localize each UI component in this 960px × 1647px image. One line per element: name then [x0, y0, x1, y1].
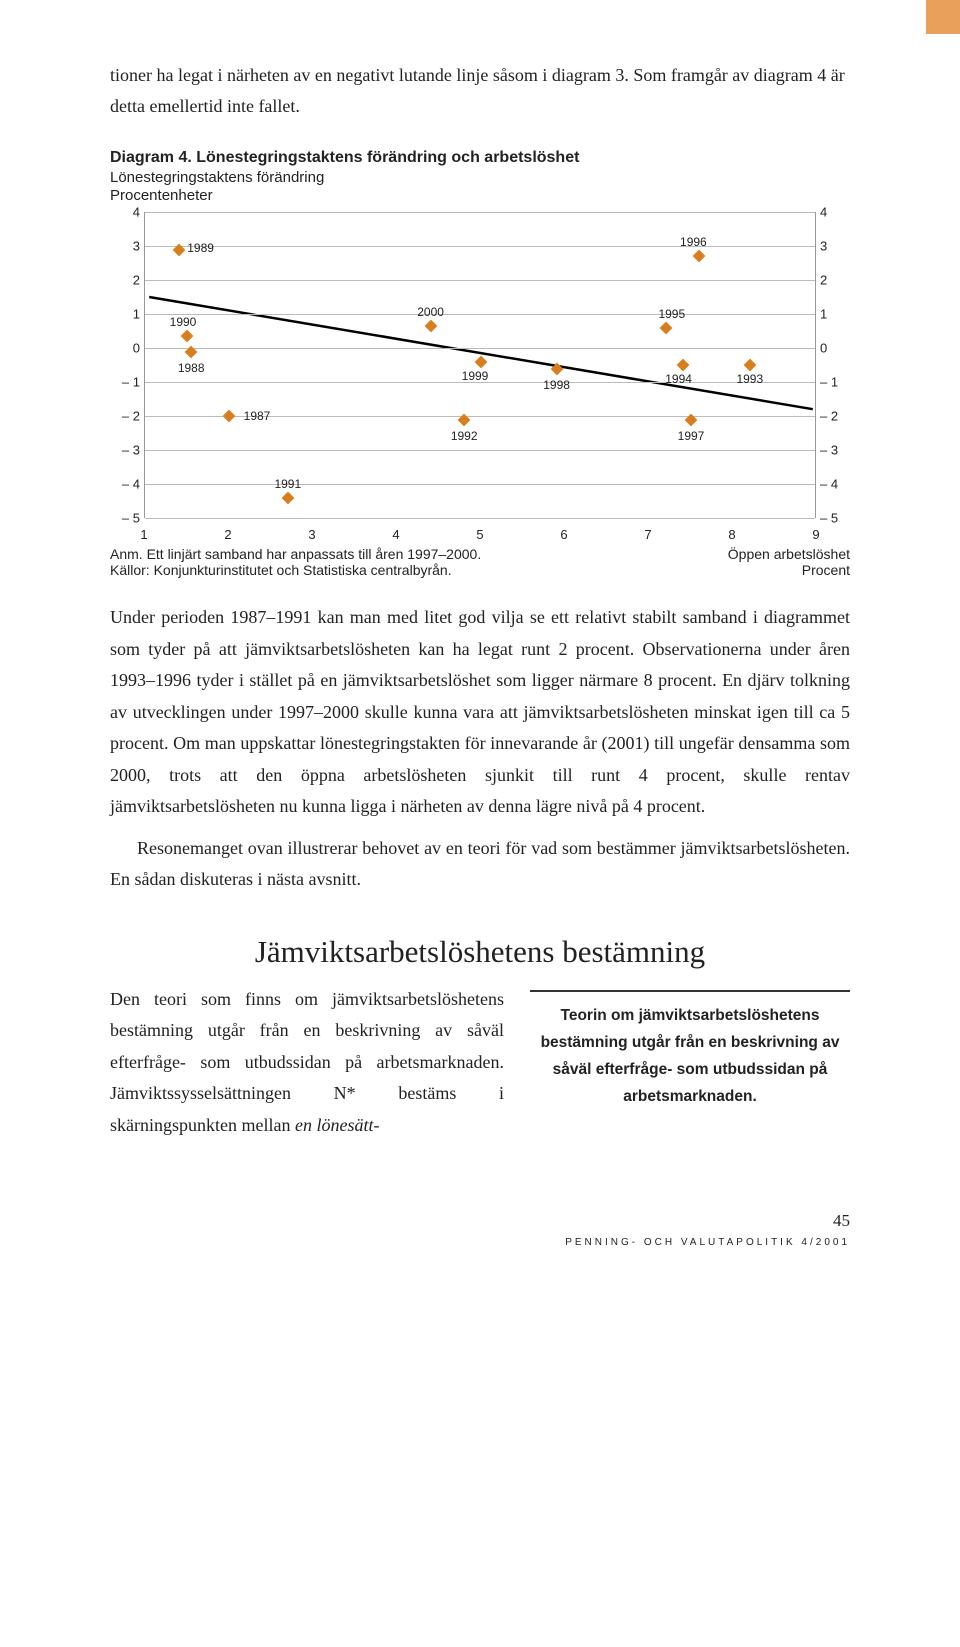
y-tick-right: – 4	[820, 477, 850, 492]
diagram-axis-label-2: Procent	[728, 562, 850, 578]
page-content: tioner ha legat i närheten av en negativ…	[0, 0, 960, 1278]
y-tick-left: – 3	[110, 443, 140, 458]
data-point	[659, 321, 672, 334]
data-point-label: 1994	[665, 372, 692, 386]
diagram-title: Diagram 4. Lönestegringstaktens förändri…	[110, 149, 850, 167]
body-paragraph-2: Resonemanget ovan illustrerar behovet av…	[110, 833, 850, 896]
diagram-note-left: Anm. Ett linjärt samband har anpassats t…	[110, 546, 481, 578]
data-point-label: 1990	[170, 315, 197, 329]
y-tick-left: – 1	[110, 375, 140, 390]
chart-area: 1987198819891990199119921993199419951996…	[110, 212, 850, 542]
data-point-label: 1992	[451, 429, 478, 443]
y-tick-right: 1	[820, 307, 850, 322]
y-tick-right: 0	[820, 341, 850, 356]
section-heading: Jämviktsarbetslöshetens bestämning	[110, 934, 850, 970]
body-paragraph-1: Under perioden 1987–1991 kan man med lit…	[110, 602, 850, 823]
x-tick: 6	[560, 527, 567, 542]
body-3-em: en lönesätt-	[295, 1115, 379, 1135]
x-tick: 9	[812, 527, 819, 542]
diagram-note-1: Anm. Ett linjärt samband har anpassats t…	[110, 546, 481, 562]
gridline	[145, 484, 815, 485]
y-tick-left: – 2	[110, 409, 140, 424]
gridline	[145, 212, 815, 213]
data-point-label: 2000	[417, 305, 444, 319]
y-tick-left: 2	[110, 273, 140, 288]
x-tick: 8	[728, 527, 735, 542]
data-point	[685, 413, 698, 426]
y-tick-right: – 2	[820, 409, 850, 424]
y-tick-right: – 5	[820, 511, 850, 526]
data-point-label: 1993	[736, 372, 763, 386]
x-tick: 7	[644, 527, 651, 542]
gridline	[145, 348, 815, 349]
intro-paragraph: tioner ha legat i närheten av en negativ…	[110, 60, 850, 121]
data-point	[475, 355, 488, 368]
data-point-label: 1997	[678, 429, 705, 443]
diagram-note-right: Öppen arbetslöshet Procent	[728, 546, 850, 578]
x-tick: 1	[140, 527, 147, 542]
data-point	[181, 330, 194, 343]
gridline	[145, 280, 815, 281]
diagram-4: Diagram 4. Lönestegringstaktens förändri…	[110, 149, 850, 578]
data-point-label: 1999	[462, 369, 489, 383]
y-tick-right: 2	[820, 273, 850, 288]
data-point	[281, 491, 294, 504]
diagram-axis-label-1: Öppen arbetslöshet	[728, 546, 850, 562]
data-point	[550, 362, 563, 375]
data-point-label: 1995	[658, 307, 685, 321]
data-point	[185, 345, 198, 358]
y-tick-left: – 5	[110, 511, 140, 526]
data-point-label: 1996	[680, 235, 707, 249]
plot-area: 1987 1988 1989 1990 1991 1992 1993 1994 1995 1996…	[144, 212, 816, 518]
gridline	[145, 450, 815, 451]
publication-line: PENNING- OCH VALUTAPOLITIK 4/2001	[110, 1237, 850, 1248]
page-tab-marker	[926, 0, 960, 34]
callout-box: Teorin om jämviktsarbetslöshetens bestäm…	[530, 990, 850, 1111]
y-tick-right: – 1	[820, 375, 850, 390]
data-point-label: 1991	[274, 477, 301, 491]
gridline	[145, 246, 815, 247]
body-3-text: Den teori som finns om jämviktsarbetslös…	[110, 989, 504, 1135]
diagram-footer: Anm. Ett linjärt samband har anpassats t…	[110, 546, 850, 578]
data-point-label: 1989	[187, 241, 214, 255]
diagram-note-2: Källor: Konjunkturinstitutet och Statist…	[110, 562, 481, 578]
y-tick-right: 4	[820, 205, 850, 220]
data-point	[424, 320, 437, 333]
x-tick: 2	[224, 527, 231, 542]
data-point	[743, 359, 756, 372]
diagram-subtitle-2: Procentenheter	[110, 187, 850, 204]
x-tick: 5	[476, 527, 483, 542]
data-point	[458, 413, 471, 426]
data-point	[223, 410, 236, 423]
x-tick: 3	[308, 527, 315, 542]
y-tick-left: 1	[110, 307, 140, 322]
diagram-subtitle-1: Lönestegringstaktens förändring	[110, 169, 850, 186]
y-tick-left: – 4	[110, 477, 140, 492]
page-number: 45	[110, 1211, 850, 1231]
y-tick-left: 4	[110, 205, 140, 220]
gridline	[145, 518, 815, 519]
data-point	[676, 359, 689, 372]
y-tick-right: – 3	[820, 443, 850, 458]
x-tick: 4	[392, 527, 399, 542]
y-tick-left: 3	[110, 239, 140, 254]
y-tick-right: 3	[820, 239, 850, 254]
section-body: Teorin om jämviktsarbetslöshetens bestäm…	[110, 984, 850, 1152]
data-point-label: 1987	[244, 409, 271, 423]
data-point-label: 1988	[178, 361, 205, 375]
y-tick-left: 0	[110, 341, 140, 356]
data-point-label: 1998	[543, 378, 570, 392]
gridline	[145, 314, 815, 315]
data-point	[172, 243, 185, 256]
page-footer: 45 PENNING- OCH VALUTAPOLITIK 4/2001	[110, 1211, 850, 1248]
data-point	[693, 250, 706, 263]
